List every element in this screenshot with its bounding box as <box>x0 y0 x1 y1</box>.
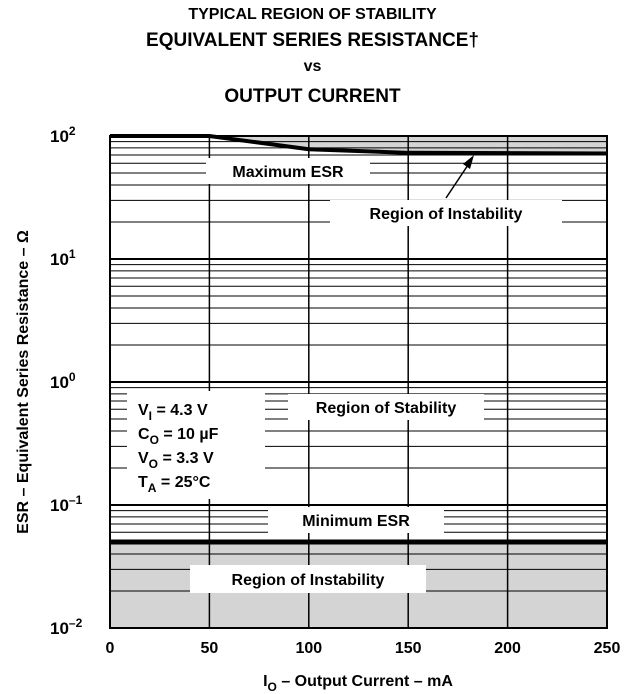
condition-value: = 4.3 V <box>152 402 208 419</box>
condition-line: TA = 25°C <box>138 474 211 495</box>
y-tick-exp: 0 <box>69 370 76 384</box>
minimum-esr-label: Minimum ESR <box>302 513 410 530</box>
x-axis-label-rest: – Output Current – mA <box>277 673 453 690</box>
title-line-4: OUTPUT CURRENT <box>224 86 401 107</box>
condition-subscript: O <box>149 457 158 471</box>
condition-value: = 3.3 V <box>158 450 214 467</box>
y-tick-base: 10 <box>50 250 69 269</box>
condition-symbol: V <box>138 402 149 419</box>
lower-instability-label-box <box>190 565 426 593</box>
conditions-box <box>127 391 265 499</box>
title-line-1: TYPICAL REGION OF STABILITY <box>188 6 437 23</box>
condition-line: VI = 4.3 V <box>138 402 208 423</box>
y-tick-label: 10–2 <box>50 616 83 638</box>
y-tick-label: 10–1 <box>50 493 83 515</box>
x-axis-label: IO – Output Current – mA <box>263 673 453 694</box>
x-tick-label: 150 <box>395 640 422 657</box>
condition-symbol: T <box>138 474 148 491</box>
condition-symbol: C <box>138 426 150 443</box>
condition-subscript: O <box>150 433 159 447</box>
x-tick-label: 0 <box>106 640 115 657</box>
stability-label-box <box>288 394 484 420</box>
title-line-3: vs <box>303 58 322 75</box>
upper-instability-fill <box>110 136 607 154</box>
instability-arrow-head <box>463 155 474 169</box>
maximum-esr-label: Maximum ESR <box>232 164 344 181</box>
x-tick-label: 200 <box>494 640 521 657</box>
y-tick-base: 10 <box>50 619 69 638</box>
instability-arrow-shaft <box>445 161 471 199</box>
y-tick-exp: 1 <box>69 247 76 261</box>
condition-value: = 25°C <box>156 474 210 491</box>
y-tick-exp: 2 <box>69 124 76 138</box>
condition-line: VO = 3.3 V <box>138 450 214 471</box>
y-tick-base: 10 <box>50 127 69 146</box>
x-tick-label: 100 <box>295 640 322 657</box>
x-axis-label-sub: O <box>268 680 277 694</box>
lower-instability-label: Region of Instability <box>232 572 385 589</box>
y-tick-label: 100 <box>50 370 76 392</box>
condition-line: CO = 10 µF <box>138 426 219 447</box>
title-line-2: EQUIVALENT SERIES RESISTANCE† <box>146 30 479 51</box>
x-tick-label: 250 <box>594 640 621 657</box>
label-boxes: Maximum ESR Region of Instability Region o… <box>127 158 562 593</box>
condition-value: = 10 µF <box>159 426 219 443</box>
y-tick-exp: –1 <box>69 493 83 507</box>
y-tick-label: 101 <box>50 247 76 269</box>
y-tick-base: 10 <box>50 496 69 515</box>
condition-subscript: A <box>148 481 157 495</box>
maximum-esr-label-box <box>206 158 370 184</box>
y-tick-label: 102 <box>50 124 76 146</box>
minimum-esr-label-box <box>268 507 444 533</box>
upper-instability-label: Region of Instability <box>370 206 523 223</box>
plot-frame <box>109 135 608 629</box>
y-tick-exp: –2 <box>69 616 83 630</box>
upper-instability-label-box <box>330 200 562 226</box>
condition-subscript: I <box>149 409 152 423</box>
x-tick-label: 50 <box>201 640 219 657</box>
y-axis-label: ESR – Equivalent Series Resistance – Ω <box>15 230 32 534</box>
stability-label: Region of Stability <box>316 400 457 417</box>
y-tick-base: 10 <box>50 373 69 392</box>
condition-symbol: V <box>138 450 149 467</box>
x-axis-label-main: I <box>263 673 267 690</box>
